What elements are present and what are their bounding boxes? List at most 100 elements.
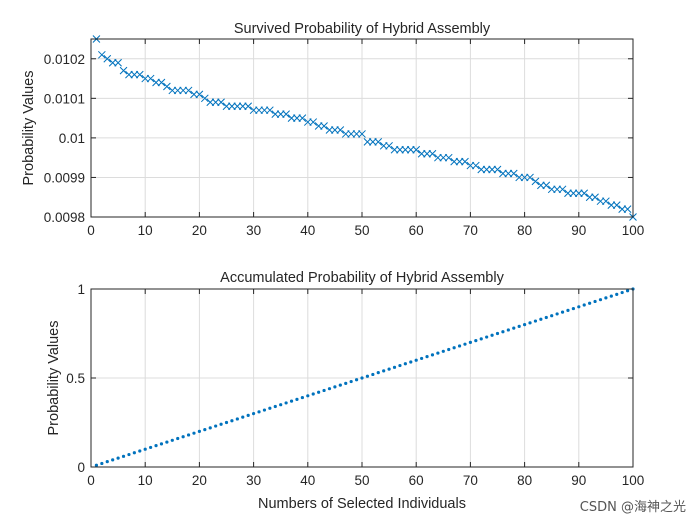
data-point [94, 463, 99, 467]
data-point [580, 189, 589, 198]
data-point [485, 335, 489, 339]
y-tick-label-2: 0 [77, 460, 85, 475]
data-point [520, 173, 529, 182]
data-point [398, 363, 402, 368]
data-point [547, 185, 556, 194]
data-point [560, 310, 565, 314]
data-point [618, 205, 627, 213]
data-point [555, 312, 559, 316]
data-point [303, 118, 312, 126]
data-point [284, 401, 288, 405]
ticks-2: 0 10 20 30 40 50 60 70 80 90 100 0 0.5 1 [66, 282, 644, 488]
x-tick-label-1: 90 [571, 223, 586, 238]
data-point [233, 102, 242, 111]
data-point [338, 383, 342, 387]
data-point [206, 98, 215, 107]
data-point [300, 395, 304, 400]
data-point [190, 90, 198, 99]
x-tick-label-1: 40 [300, 223, 315, 238]
data-point [170, 438, 174, 442]
data-point [127, 452, 131, 457]
data-point [582, 303, 586, 307]
data-point [325, 126, 334, 134]
data-point [376, 371, 380, 375]
data-point [349, 379, 353, 384]
data-point [163, 82, 171, 91]
data-point [409, 360, 413, 364]
data-point [482, 165, 491, 174]
data-point [423, 149, 431, 158]
data-point [203, 428, 207, 432]
data-point [371, 372, 375, 377]
data-point [241, 415, 245, 419]
ticks-1: 0 10 20 30 40 50 60 70 80 90 100 0.0098 0.0099 0.01 0.… [44, 39, 644, 238]
data-point [143, 447, 147, 451]
data-point [412, 145, 421, 154]
y-tick-label-1: 0.0099 [44, 170, 85, 185]
data-point [602, 197, 610, 206]
accumulated-probability-chart: 0 10 20 30 40 50 60 70 80 90 100 0 0.5 1 Accumulated … [46, 270, 644, 512]
data-point [159, 442, 164, 446]
data-point [558, 185, 567, 194]
data-point [252, 412, 256, 416]
data-point [306, 394, 310, 398]
data-point [526, 173, 534, 182]
grid-1 [91, 39, 633, 217]
data-point [130, 70, 139, 79]
data-point [396, 145, 404, 154]
data-point [105, 460, 109, 464]
x-tick-label-2: 0 [87, 473, 95, 488]
data-point [121, 454, 126, 458]
data-point [276, 110, 285, 119]
data-point [620, 290, 624, 295]
x-tick-label-2: 90 [571, 473, 586, 488]
x-tick-label-1: 20 [192, 223, 207, 238]
data-point [282, 110, 290, 119]
data-point [141, 74, 150, 83]
data-point [262, 408, 267, 412]
data-point [317, 390, 321, 394]
y-tick-label-1: 0.0102 [44, 52, 85, 67]
data-point [363, 137, 372, 146]
data-point [116, 456, 120, 460]
x-tick-label-2: 20 [192, 473, 207, 488]
data-point [314, 122, 323, 130]
data-point [186, 433, 191, 437]
x-tick-label-1: 60 [409, 223, 424, 238]
data-point [401, 145, 410, 154]
data-point [593, 299, 597, 304]
data-point [598, 298, 603, 302]
data-point [533, 319, 538, 323]
data-point [515, 173, 524, 182]
data-point [382, 369, 386, 373]
data-point [358, 130, 366, 138]
data-point [577, 305, 581, 309]
data-point [208, 426, 212, 430]
y-tick-label-1: 0.0101 [44, 91, 85, 106]
data-point [287, 114, 296, 122]
data-point [257, 410, 261, 414]
data-point [441, 349, 445, 353]
data-point [450, 157, 458, 166]
data-point [439, 153, 448, 162]
data-point [436, 351, 440, 355]
data-point [295, 397, 299, 401]
data-point [512, 326, 516, 330]
data-point [504, 169, 513, 178]
data-point [444, 153, 453, 162]
data-point [235, 417, 239, 421]
data-point [417, 149, 426, 158]
data-point [179, 86, 187, 95]
data-point [477, 165, 486, 174]
data-point [452, 346, 456, 350]
data-point [585, 193, 594, 202]
data-point [434, 153, 442, 162]
data-point [463, 342, 467, 346]
data-point [222, 102, 231, 111]
data-point [403, 362, 407, 366]
data-point [219, 422, 223, 426]
data-point [461, 157, 469, 166]
data-point [165, 440, 169, 444]
data-point [181, 435, 185, 439]
data-point [571, 306, 575, 311]
